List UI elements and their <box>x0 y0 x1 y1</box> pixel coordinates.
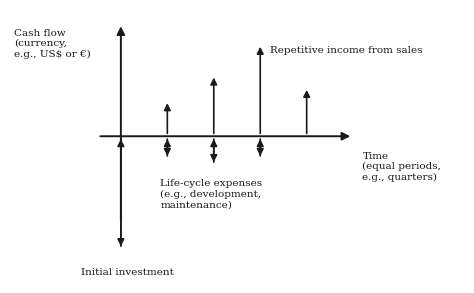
Text: Repetitive income from sales: Repetitive income from sales <box>270 46 422 55</box>
Text: Time
(equal periods,
e.g., quarters): Time (equal periods, e.g., quarters) <box>363 152 441 182</box>
Text: Life-cycle expenses
(e.g., development,
maintenance): Life-cycle expenses (e.g., development, … <box>160 179 263 209</box>
Text: Initial investment: Initial investment <box>82 268 174 277</box>
Text: Cash flow
(currency,
e.g., US$ or €): Cash flow (currency, e.g., US$ or €) <box>14 28 91 59</box>
